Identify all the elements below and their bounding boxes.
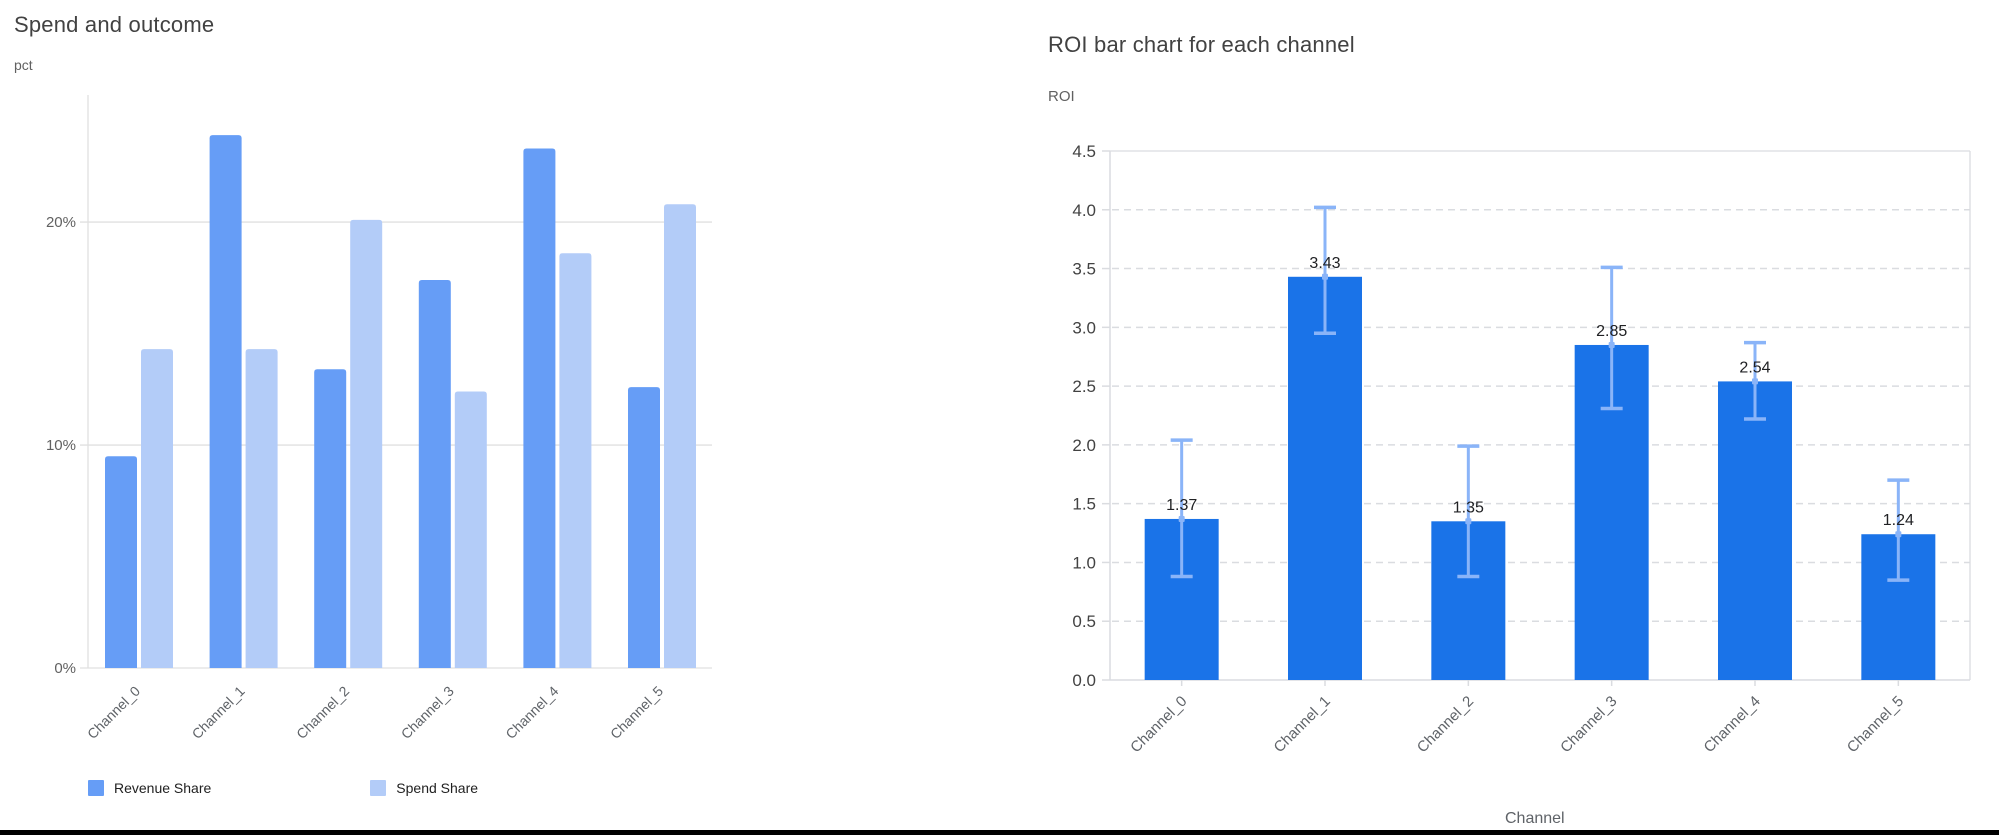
y-tick-label: 2.5: [1072, 377, 1096, 396]
bar-value-label: 3.43: [1309, 255, 1340, 272]
x-category-label: Channel_5: [607, 683, 666, 742]
y-tick-label: 1.5: [1072, 495, 1096, 514]
revenue-share-swatch-icon: [88, 780, 104, 796]
bar-value-label: 1.24: [1883, 512, 1914, 529]
bar-value-label: 2.54: [1739, 359, 1770, 376]
x-category-label: Channel_1: [189, 683, 248, 742]
bar-Channel_2-revenue: [314, 369, 347, 668]
revenue-share-legend-label: Revenue Share: [114, 780, 212, 796]
bar-Channel_4-spend: [559, 253, 592, 668]
bar-Channel_3-spend: [454, 391, 487, 668]
x-category-label: Channel_2: [293, 683, 352, 742]
x-category-label: Channel_2: [1414, 693, 1477, 756]
spend-outcome-y-axis-unit: pct: [14, 57, 33, 73]
error-bar-marker: [1465, 518, 1472, 525]
bar-Channel_4-revenue: [523, 148, 556, 668]
error-bar-marker: [1752, 378, 1758, 385]
y-tick-label: 0%: [54, 660, 76, 677]
x-category-label: Channel_3: [1557, 693, 1620, 756]
spend-share-legend-label: Spend Share: [396, 780, 479, 796]
roi-y-axis-unit: ROI: [1048, 88, 1075, 105]
roi-x-axis-title: Channel: [1505, 810, 1565, 827]
bar-Channel_3-revenue: [418, 280, 451, 668]
x-category-label: Channel_0: [1127, 693, 1190, 756]
y-tick-label: 0.0: [1072, 671, 1096, 690]
spend-share-swatch-icon: [370, 780, 387, 796]
bar-value-label: 2.85: [1596, 323, 1627, 340]
bar-Channel_1: [1288, 276, 1362, 680]
y-tick-label: 1.0: [1072, 553, 1096, 572]
x-category-label: Channel_3: [398, 683, 457, 742]
spend-outcome-chart-title: Spend and outcome: [14, 12, 215, 37]
y-tick-label: 0.5: [1072, 612, 1096, 631]
error-bar-marker: [1178, 515, 1185, 522]
bar-Channel_5-revenue: [628, 387, 660, 668]
bottom-divider: [0, 830, 1999, 835]
legend-entry-spend-share: Spend Share: [370, 780, 478, 796]
x-category-label: Channel_4: [502, 683, 561, 742]
y-tick-label: 10%: [46, 437, 76, 454]
legend-entry-revenue-share: Revenue Share: [88, 780, 211, 796]
roi-chart-title: ROI bar chart for each channel: [1048, 32, 1355, 57]
x-category-label: Channel_5: [1844, 693, 1907, 756]
y-tick-label: 4.0: [1072, 201, 1096, 220]
y-tick-label: 3.5: [1072, 260, 1096, 279]
y-tick-label: 2.0: [1072, 436, 1096, 455]
bar-Channel_4: [1718, 381, 1792, 680]
y-tick-label: 4.5: [1072, 142, 1096, 161]
x-category-label: Channel_4: [1700, 693, 1763, 756]
error-bar-marker: [1895, 531, 1902, 538]
bar-value-label: 1.35: [1453, 499, 1484, 516]
error-bar-marker: [1608, 341, 1615, 348]
bar-Channel_1-revenue: [209, 135, 242, 668]
bar-Channel_0-spend: [141, 349, 173, 668]
bar-Channel_0-revenue: [105, 456, 137, 668]
spend-outcome-legend: Revenue Share Spend Share: [88, 780, 478, 796]
bar-Channel_2-spend: [350, 219, 383, 669]
bar-Channel_1-spend: [245, 349, 278, 668]
error-bar-marker: [1322, 273, 1328, 280]
x-category-label: Channel_1: [1270, 693, 1333, 756]
x-category-label: Channel_0: [84, 683, 143, 742]
y-tick-label: 3.0: [1072, 318, 1096, 337]
bar-value-label: 1.37: [1166, 497, 1197, 514]
y-tick-label: 20%: [46, 214, 76, 231]
bar-Channel_5-spend: [664, 204, 696, 668]
